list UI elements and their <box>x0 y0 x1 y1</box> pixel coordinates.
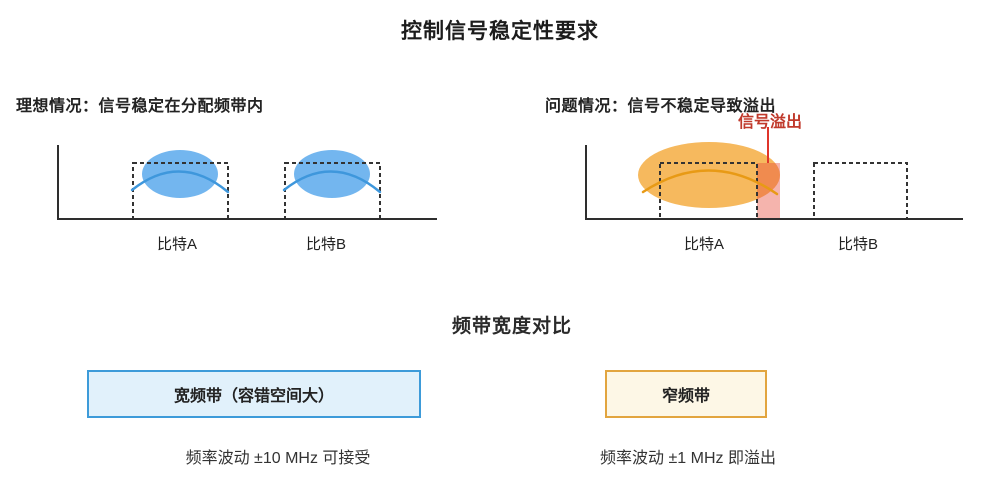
ideal-band-b-signal-ellipse <box>294 150 370 198</box>
problem-chart <box>585 127 963 220</box>
problem-signal-curve <box>641 169 779 196</box>
narrow-band-label: 窄频带 <box>661 388 710 405</box>
overflow-callout-label: 信号溢出 <box>737 114 803 131</box>
wide-band-label: 宽频带（容错空间大） <box>173 388 334 405</box>
narrow-band-caption: 频率波动 ±1 MHz 即溢出 <box>600 450 776 467</box>
problem-section-header: 问题情况：信号不稳定导致溢出 <box>545 98 777 115</box>
wide-band-box: 宽频带（容错空间大） <box>87 370 421 418</box>
problem-band-b-label: 比特B <box>837 236 879 253</box>
ideal-section-header: 理想情况：信号稳定在分配频带内 <box>16 98 264 115</box>
comparison-title: 频带宽度对比 <box>451 316 573 337</box>
wide-band-caption: 频率波动 ±10 MHz 可接受 <box>185 450 371 467</box>
ideal-band-a-label: 比特A <box>156 236 198 253</box>
ideal-chart <box>57 145 437 220</box>
ideal-band-b-signal-curve <box>282 170 382 194</box>
problem-band-b-box <box>813 162 908 220</box>
problem-axis <box>585 145 963 220</box>
ideal-band-a-signal-curve <box>130 170 230 194</box>
ideal-band-a-signal-ellipse <box>142 150 218 198</box>
overflow-region <box>757 163 780 219</box>
ideal-band-b-label: 比特B <box>305 236 347 253</box>
problem-band-a-label: 比特A <box>683 236 725 253</box>
problem-signal-ellipse <box>638 142 780 208</box>
page-title: 控制信号稳定性要求 <box>401 20 599 43</box>
narrow-band-box: 窄频带 <box>605 370 767 418</box>
ideal-axis <box>57 145 437 220</box>
